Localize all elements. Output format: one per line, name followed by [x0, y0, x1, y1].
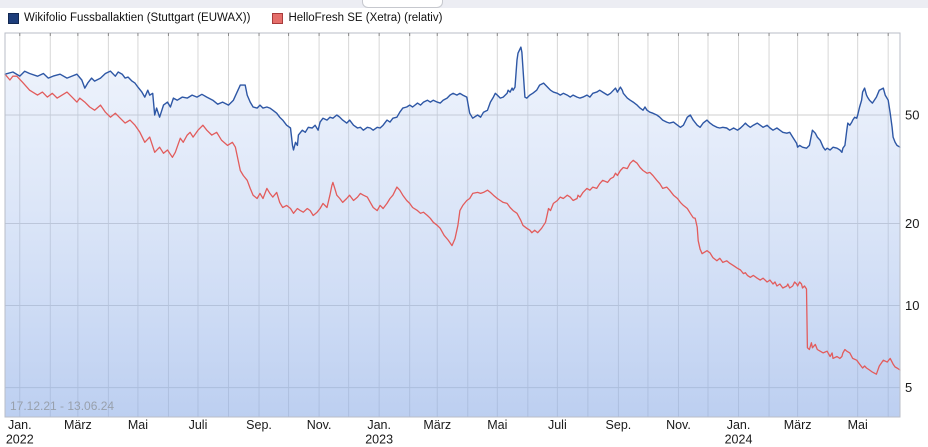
- x-axis-label: Juli: [189, 418, 208, 432]
- date-range-watermark: 17.12.21 - 13.06.24: [10, 399, 114, 413]
- x-axis-label: März: [423, 418, 451, 432]
- y-axis-label: 20: [905, 216, 919, 231]
- x-axis-year-label: 2022: [6, 433, 34, 447]
- x-axis-label: Mai: [128, 418, 148, 432]
- x-axis-year-label: 2023: [365, 433, 393, 447]
- x-axis-label: Nov.: [666, 418, 691, 432]
- hellofresh-swatch-icon: [272, 12, 284, 24]
- y-axis-label: 5: [905, 380, 912, 395]
- x-axis-label: Mai: [848, 418, 868, 432]
- x-axis-label: Sep.: [246, 418, 272, 432]
- legend-item-wikifolio[interactable]: Wikifolio Fussballaktien (Stuttgart (EUW…: [8, 12, 250, 24]
- hellofresh-line: [4, 73, 901, 375]
- y-axis-label: 10: [905, 298, 919, 313]
- plot-border: [4, 32, 901, 418]
- x-axis-label: Jan.: [367, 418, 391, 432]
- chart-legend: Wikifolio Fussballaktien (Stuttgart (EUW…: [8, 12, 442, 24]
- x-axis-label: Mai: [487, 418, 507, 432]
- x-axis-label: März: [784, 418, 812, 432]
- x-axis-year-label: 2024: [725, 433, 753, 447]
- x-axis-label: Nov.: [307, 418, 332, 432]
- y-axis-label: 50: [905, 108, 919, 123]
- x-axis-label: Sep.: [606, 418, 632, 432]
- x-axis-label: März: [64, 418, 92, 432]
- x-axis-label: Juli: [548, 418, 567, 432]
- legend-item-hellofresh[interactable]: HelloFresh SE (Xetra) (relativ): [272, 12, 442, 24]
- wikifolio-area-fill: [5, 47, 900, 417]
- wikifolio-line: [4, 46, 901, 154]
- legend-label-hellofresh: HelloFresh SE (Xetra) (relativ): [288, 12, 443, 24]
- wikifolio-swatch-icon: [8, 12, 19, 24]
- x-axis-label: Jan.: [727, 418, 751, 432]
- top-strip: [0, 0, 928, 8]
- legend-label-wikifolio: Wikifolio Fussballaktien (Stuttgart (EUW…: [24, 12, 251, 24]
- x-axis-label: Jan.: [8, 418, 32, 432]
- top-tab-button[interactable]: [362, 0, 443, 8]
